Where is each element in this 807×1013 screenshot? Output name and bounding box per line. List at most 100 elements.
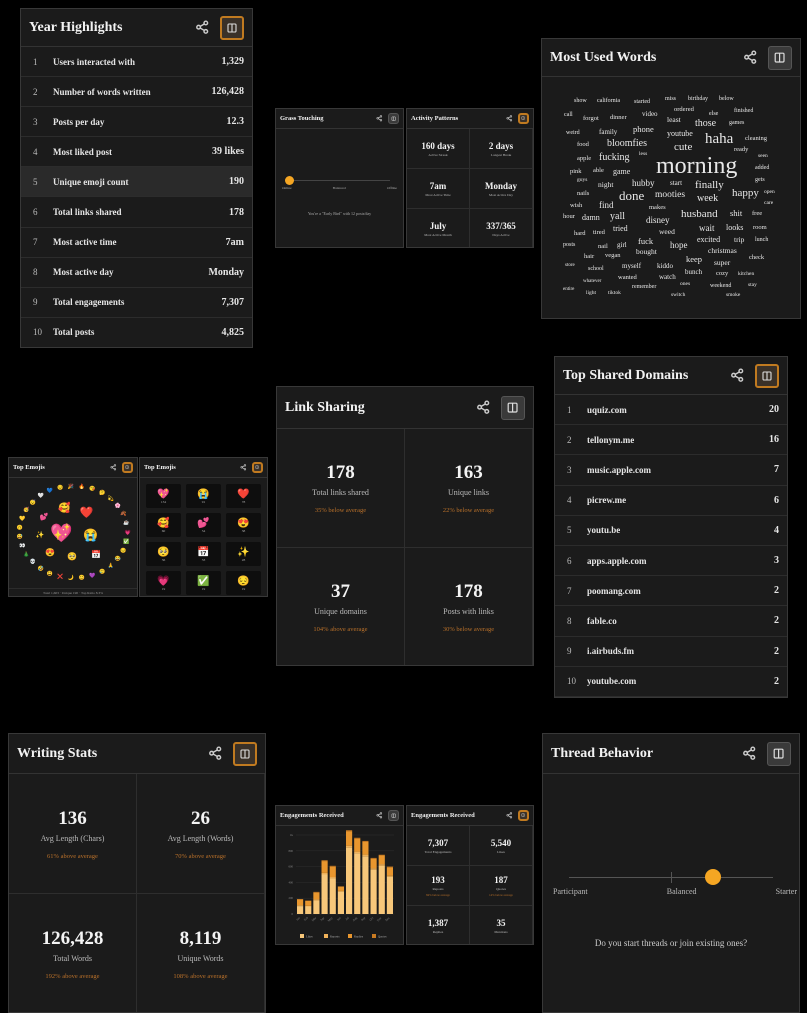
share-icon[interactable]	[737, 742, 761, 766]
stat-label: Mentions	[494, 930, 507, 934]
stat-label: Replies	[433, 930, 444, 934]
compare-button[interactable]	[388, 113, 399, 124]
slider-thumb[interactable]	[285, 176, 294, 185]
emoji-grid-item[interactable]: ✅19	[186, 571, 221, 595]
legend-label: Reposts	[330, 935, 340, 939]
compare-button[interactable]	[220, 16, 244, 40]
compare-button[interactable]	[252, 462, 263, 473]
compare-button[interactable]	[767, 742, 791, 766]
bar-segment-reposts	[322, 873, 328, 875]
share-icon[interactable]	[504, 113, 515, 124]
stat-comparison: 61% above average	[47, 853, 98, 860]
compare-button[interactable]	[768, 46, 792, 70]
emoji-cloud-item: 🤣	[37, 567, 43, 572]
slider-thumb[interactable]	[705, 869, 721, 885]
panel-title: Grass Touching	[280, 115, 324, 122]
stat-comparison: 84% below average	[426, 893, 450, 897]
x-tick-label: Nov	[376, 916, 383, 923]
slider-label: Balanced	[667, 887, 697, 896]
panel-title: Top Shared Domains	[563, 368, 688, 384]
emoji-grid-item[interactable]: 💖134	[146, 484, 181, 508]
x-tick-label: Oct	[368, 916, 374, 922]
emoji-cloud-item: ✅	[123, 540, 129, 545]
compare-button[interactable]	[501, 396, 525, 420]
emoji-cloud-item: 🎄	[23, 553, 29, 558]
word-cloud-word: week	[697, 194, 718, 204]
row-value: 190	[229, 176, 244, 187]
share-icon[interactable]	[238, 462, 249, 473]
emoji-grid-item[interactable]: 💕54	[186, 513, 221, 537]
share-icon[interactable]	[471, 396, 495, 420]
word-cloud-word: added	[755, 165, 769, 171]
emoji-grid-item[interactable]: 📅33	[186, 542, 221, 566]
compare-button[interactable]	[755, 364, 779, 388]
bar-segment-replies	[297, 899, 303, 905]
word-cloud-word: whatever	[583, 279, 601, 284]
bar-segment-quotes	[330, 866, 336, 867]
share-icon[interactable]	[374, 810, 385, 821]
stat-label: Unique domains	[314, 607, 367, 616]
share-icon[interactable]	[108, 462, 119, 473]
emoji-cloud-item: 🔥	[79, 485, 85, 490]
emoji-cloud-item: 😍	[45, 549, 55, 557]
emoji-grid-item[interactable]: 😭91	[186, 484, 221, 508]
word-cloud-word: store	[565, 263, 575, 268]
share-icon[interactable]	[738, 46, 762, 70]
compare-button[interactable]	[388, 810, 399, 821]
compare-button[interactable]	[233, 742, 257, 766]
word-cloud-word: dinner	[610, 115, 627, 122]
compare-button[interactable]	[518, 113, 529, 124]
bar-segment-quotes	[371, 858, 377, 859]
compare-button[interactable]	[122, 462, 133, 473]
emoji-grid-item[interactable]: 🥰60	[146, 513, 181, 537]
row-label: music.apple.com	[587, 465, 774, 475]
share-icon[interactable]	[725, 364, 749, 388]
emoji-grid-item[interactable]: ❤️78	[226, 484, 261, 508]
share-icon[interactable]	[504, 810, 515, 821]
emoji-grid-item[interactable]: 😍38	[226, 513, 261, 537]
stat-comparison: 14% below average	[489, 893, 513, 897]
row-label: Posts per day	[53, 117, 227, 127]
stat-label: Most Active Month	[424, 233, 451, 237]
share-icon[interactable]	[203, 742, 227, 766]
share-icon[interactable]	[374, 113, 385, 124]
share-icon[interactable]	[190, 16, 214, 40]
emoji-grid-item[interactable]: 💗19	[146, 571, 181, 595]
stat-value: 5,540	[491, 838, 511, 848]
x-tick-label: Jun	[336, 916, 342, 922]
bar-segment-likes	[338, 892, 344, 914]
emoji-count: 33	[202, 558, 206, 562]
row-label: poomang.com	[587, 586, 774, 596]
word-cloud-word: able	[593, 168, 604, 175]
emoji-grid-item[interactable]: ✨28	[226, 542, 261, 566]
emoji-grid-item[interactable]: 😔19	[226, 571, 261, 595]
emoji-glyph: 🥺	[157, 547, 169, 558]
stat-label: Reposts	[432, 887, 443, 891]
emoji-grid-item[interactable]: 🥺36	[146, 542, 181, 566]
compare-button[interactable]	[518, 810, 529, 821]
bar-segment-replies	[305, 901, 311, 906]
emoji-cloud-item: 🙏	[108, 564, 114, 569]
emoji-cloud-item: 😂	[115, 557, 121, 562]
